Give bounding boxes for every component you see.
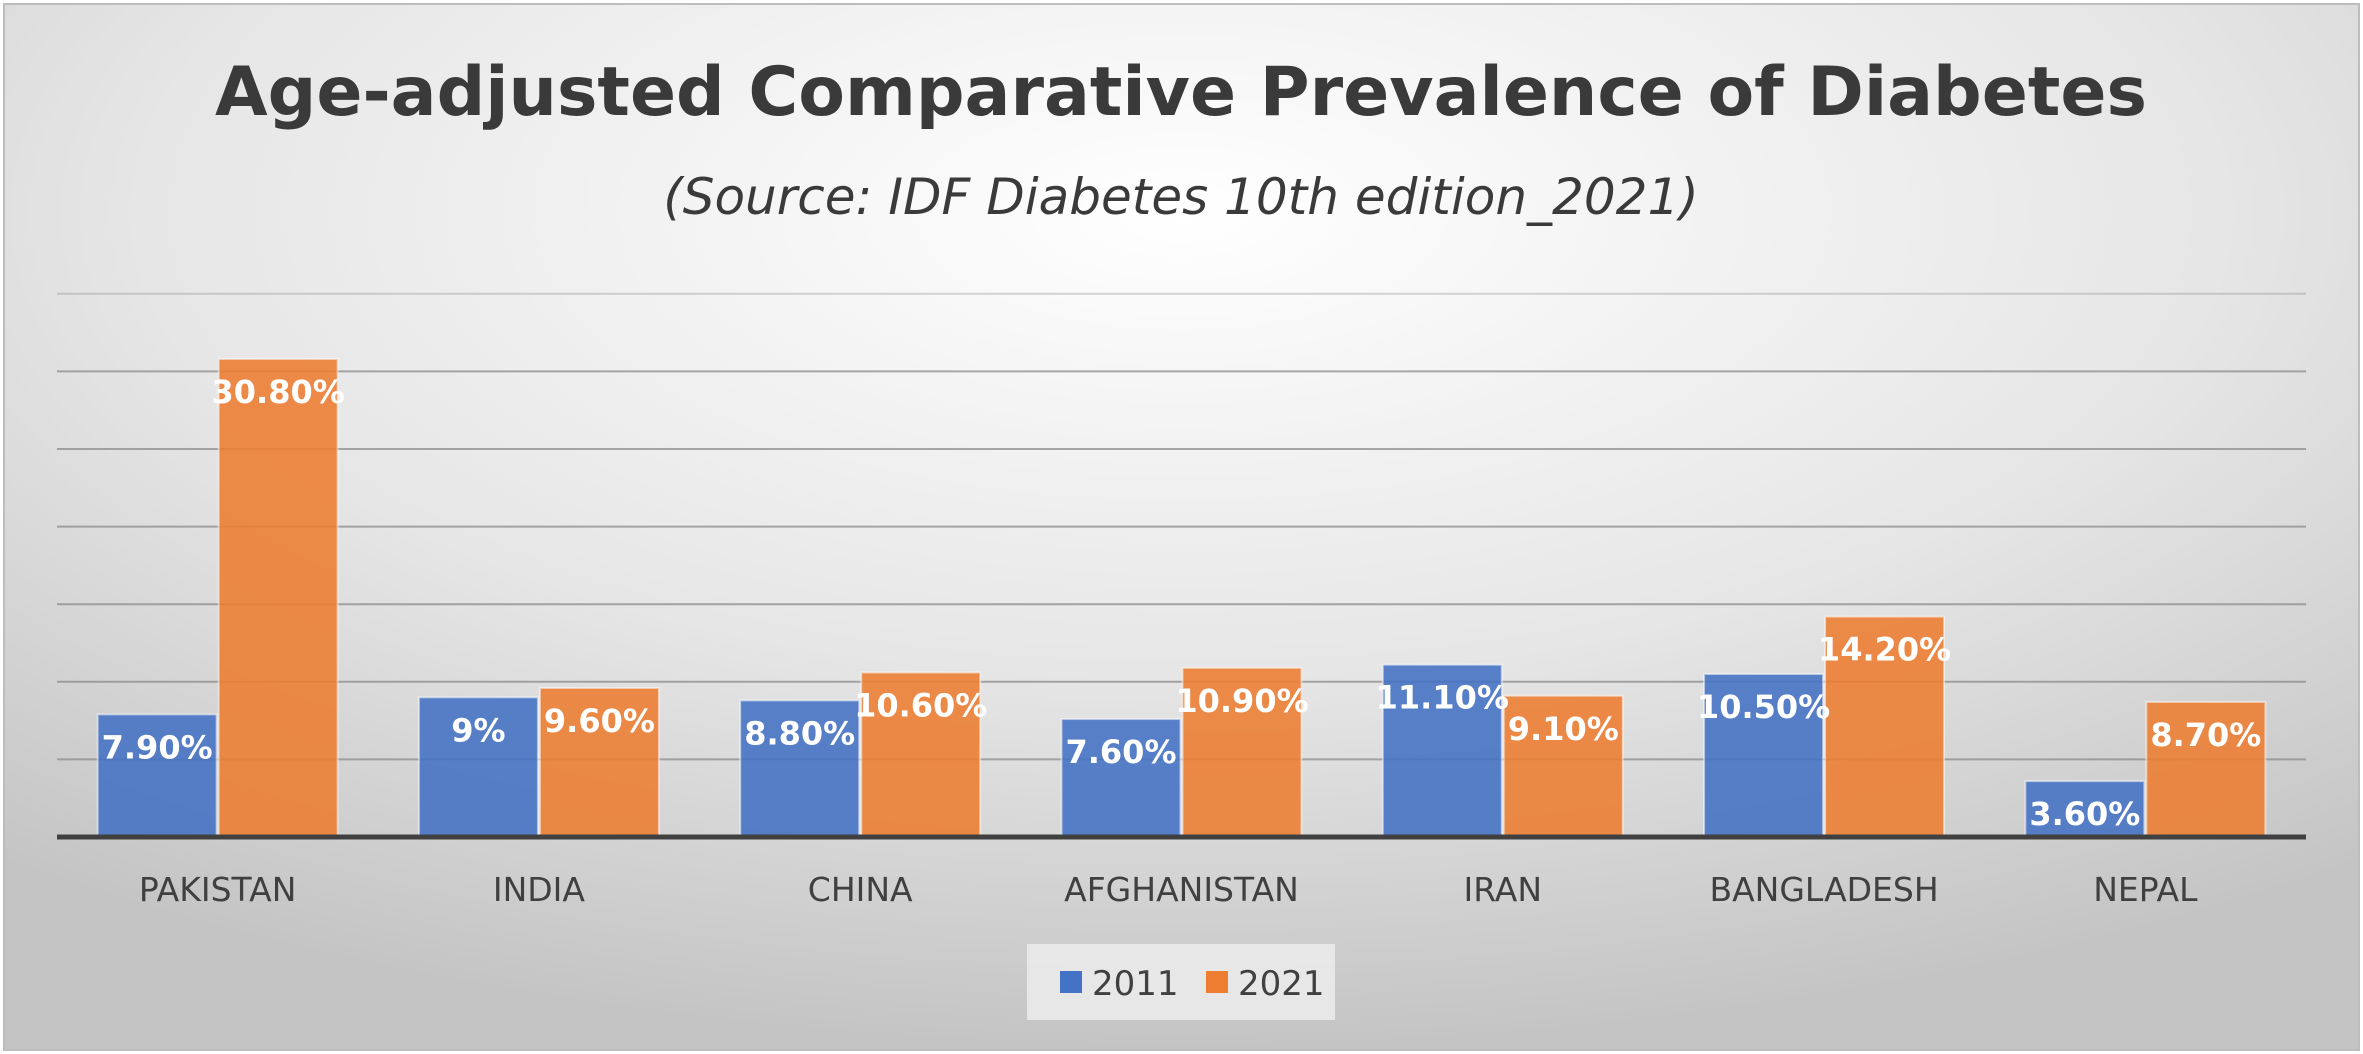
x-axis: PAKISTAN INDIA CHINA AFGHANISTAN IRAN BANGLAD…	[57, 834, 2306, 909]
data-label-2021-bangladesh: 14.20%	[1818, 631, 1951, 669]
data-label-2021-india: 9.60%	[544, 702, 655, 740]
bar-2011-nepal	[2024, 780, 2146, 838]
data-label-2011-afghanistan: 7.60%	[1065, 733, 1176, 771]
bar-2011-bangladesh	[1703, 673, 1825, 838]
bar-2011-afghanistan	[1060, 718, 1182, 838]
bar-2021-nepal	[2145, 700, 2267, 839]
bar-2021-pakistan	[217, 357, 339, 838]
x-tick-label-afghanistan: AFGHANISTAN	[1064, 870, 1299, 909]
data-label-2021-china: 10.60%	[854, 686, 987, 724]
data-label-2021-iran: 9.10%	[1508, 710, 1619, 748]
bar-series	[96, 357, 2267, 839]
bar-2011-china	[739, 699, 861, 839]
chart-subtitle: (Source: IDF Diabetes 10th edition_2021)	[663, 168, 1699, 226]
legend-label-2021: 2021	[1238, 964, 1325, 1004]
x-tick-label-china: CHINA	[808, 870, 913, 909]
bar-2011-pakistan	[96, 713, 218, 839]
data-label-2021-nepal: 8.70%	[2150, 716, 2261, 754]
data-label-2011-china: 8.80%	[744, 714, 855, 752]
legend-swatch-2021	[1206, 971, 1228, 993]
legend-label-2011: 2011	[1092, 964, 1179, 1004]
x-tick-label-bangladesh: BANGLADESH	[1709, 870, 1938, 909]
data-label-2011-pakistan: 7.90%	[102, 728, 213, 766]
bar-2021-china	[860, 671, 982, 838]
bar-2021-bangladesh	[1824, 615, 1946, 839]
x-tick-label-iran: IRAN	[1463, 870, 1542, 909]
data-label-2011-nepal: 3.60%	[2029, 795, 2140, 833]
data-label-2021-afghanistan: 10.90%	[1175, 682, 1308, 720]
data-label-2011-bangladesh: 10.50%	[1697, 688, 1830, 726]
legend: 2011 2021	[1027, 944, 1335, 1020]
legend-swatch-2011	[1060, 971, 1082, 993]
bar-2011-india	[417, 696, 539, 838]
chart-title: Age-adjusted Comparative Prevalence of D…	[215, 53, 2147, 132]
data-labels: 7.90% 30.80% 9% 9.60% 8.80%10.60% 7.60% 10.90%…	[102, 373, 2262, 833]
bar-2011-iran	[1381, 663, 1503, 839]
data-label-2011-india: 9%	[451, 711, 505, 749]
data-label-2021-pakistan: 30.80%	[212, 373, 345, 411]
x-tick-label-nepal: NEPAL	[2093, 870, 2198, 909]
x-tick-label-pakistan: PAKISTAN	[139, 870, 297, 909]
data-label-2011-iran: 11.10%	[1376, 679, 1509, 717]
x-tick-label-india: INDIA	[493, 870, 586, 909]
bar-2021-iran	[1502, 694, 1624, 838]
bar-2021-india	[538, 687, 660, 838]
